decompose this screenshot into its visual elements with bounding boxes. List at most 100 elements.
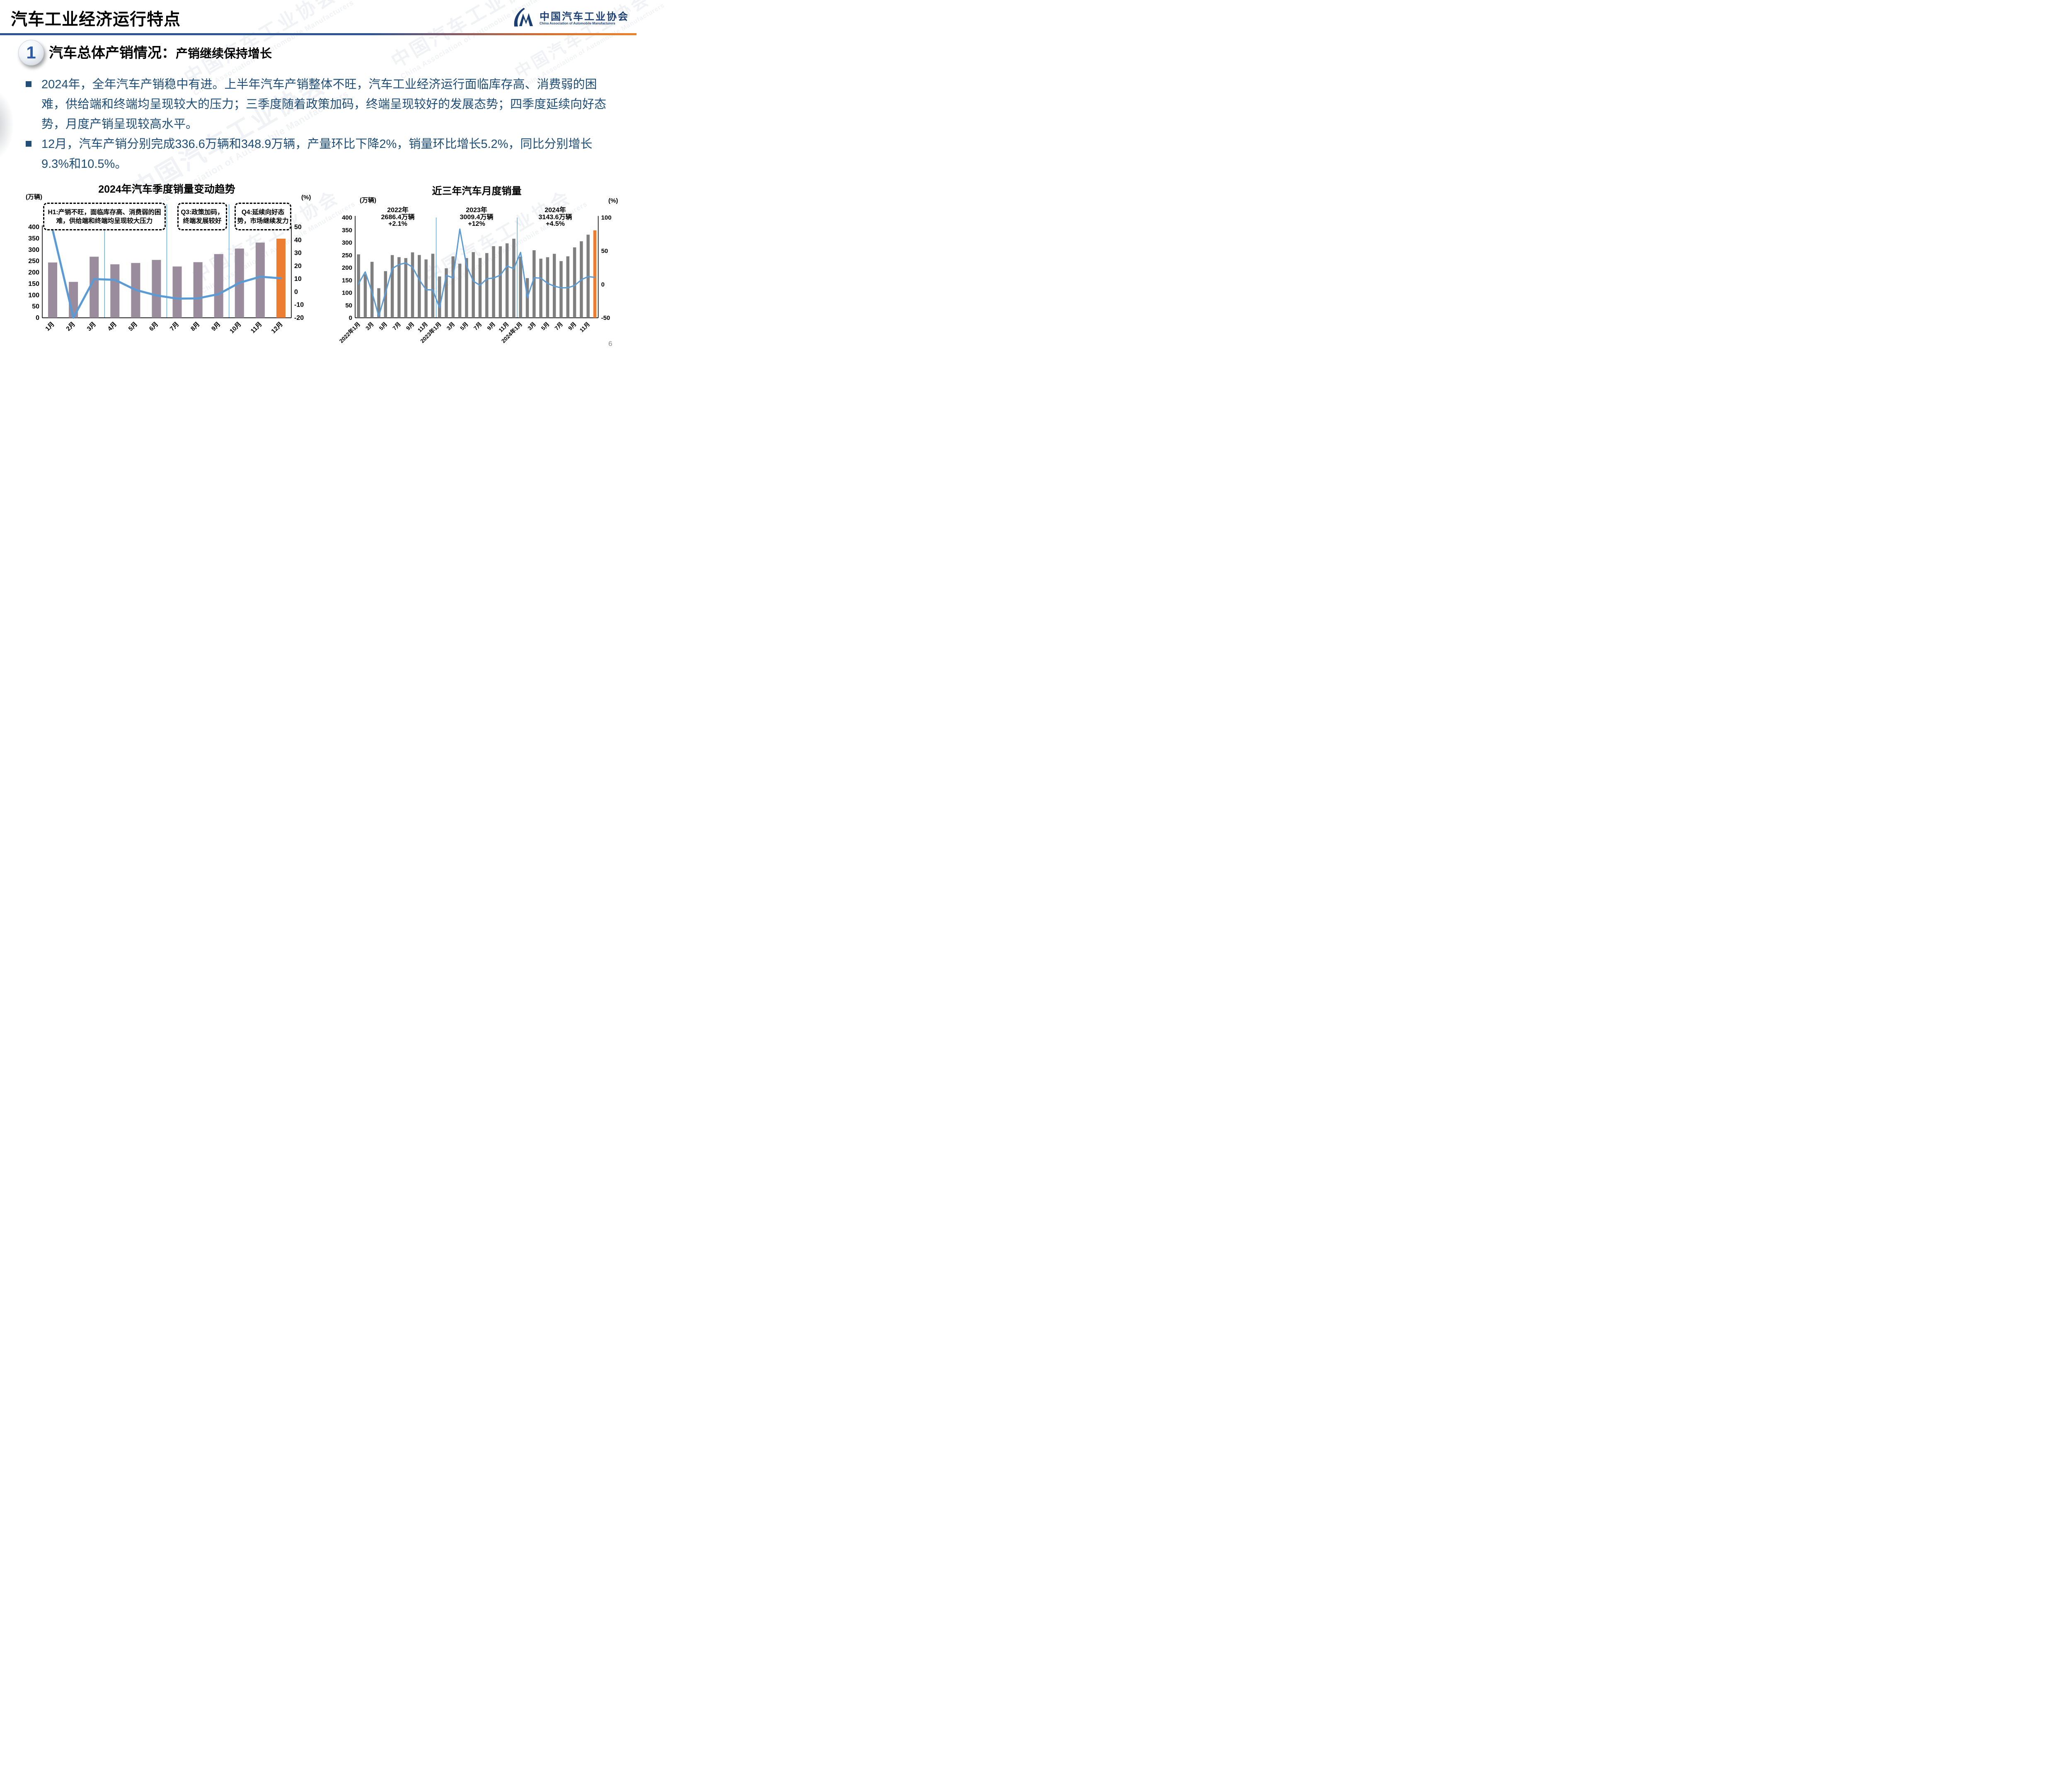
year-summary-2023: 2023年 3009.4万辆 +12%: [460, 207, 494, 227]
section-subtitle: 产销继续保持增长: [176, 47, 272, 60]
bar-月度销量: [478, 258, 482, 318]
y-tick-label-right: 50: [601, 248, 608, 255]
y-tick-label-left: 50: [345, 302, 352, 309]
bar-月度销量: [397, 257, 401, 318]
y-tick-label-left: 300: [28, 247, 39, 254]
bar-月度销量: [533, 250, 536, 318]
y-tick-label-left: 250: [342, 252, 352, 259]
right-chart-title: 近三年汽车月度销量: [432, 186, 522, 197]
x-tick-label: 3月: [86, 321, 98, 333]
summary-bullets: 2024年，全年汽车产销稳中有进。上半年汽车产销整体不旺，汽车工业经济运行面临库…: [26, 75, 618, 174]
annotation-h1-box: H1:产销不旺，面临库存高、消费弱的困难，供给端和终端均呈现较大压力: [43, 203, 166, 230]
line-同比增速: [51, 229, 282, 319]
x-tick-label: 10月: [228, 321, 242, 335]
bar-月度销量: [539, 259, 542, 318]
y-tick-label-left: 0: [36, 314, 39, 322]
x-tick-label: 9月: [486, 321, 496, 331]
bar-月度销量: [357, 254, 360, 318]
section-number-badge: 1: [18, 40, 44, 65]
y-tick-label-right: 20: [294, 263, 302, 270]
x-tick-label: 3月: [445, 321, 456, 331]
bar-月度销量: [593, 230, 597, 318]
bar-月度销量: [546, 257, 549, 318]
bar-月度销量: [418, 255, 421, 318]
bar-月度销量: [499, 246, 502, 318]
bar-月度销量: [193, 262, 203, 318]
bar-月度销量: [458, 264, 462, 318]
page-number: 6: [608, 340, 612, 348]
x-tick-label: 4月: [107, 321, 119, 333]
x-tick-label: 11月: [579, 321, 591, 334]
bullet-text: 12月，汽车产销分别完成336.6万辆和348.9万辆，产量环比下降2%，销量环…: [41, 138, 593, 171]
bar-月度销量: [411, 252, 414, 318]
bar-月度销量: [492, 246, 495, 318]
x-tick-label: 1月: [44, 321, 56, 333]
y-tick-label-right: 50: [294, 224, 302, 231]
annotation-q4-box: Q4:延续向好态势，市场继续发力: [235, 203, 291, 230]
bar-月度销量: [214, 254, 223, 318]
page-title: 汽车工业经济运行特点: [11, 10, 181, 29]
y-tick-label-right: 40: [294, 237, 302, 244]
bar-月度销量: [431, 254, 435, 318]
section-heading: 汽车总体产销情况：产销继续保持增长: [49, 41, 272, 62]
bar-月度销量: [255, 242, 265, 318]
bar-月度销量: [90, 256, 99, 318]
bar-月度销量: [48, 262, 58, 318]
bar-月度销量: [465, 258, 468, 318]
y-tick-label-left: 350: [342, 227, 352, 234]
logo-org-name-cn: 中国汽车工业协会: [540, 11, 629, 22]
bar-月度销量: [451, 256, 455, 318]
y-tick-label-left: 50: [32, 303, 39, 310]
caam-logo: 中国汽车工业协会 China Association of Automobile…: [511, 7, 632, 28]
y-tick-label-left: 100: [342, 290, 352, 297]
y-tick-label-left: 400: [342, 214, 352, 221]
x-tick-label: 2月: [65, 321, 77, 333]
right-chart-monthly-sales: 0 50 100 150 200 250 300 350 400 -50 0 50 100 2022年1月…: [338, 214, 611, 344]
y-tick-label-left: 0: [349, 314, 352, 322]
y-tick-label-left: 100: [28, 292, 39, 299]
bar-月度销量: [485, 253, 489, 318]
y-tick-label-left: 300: [342, 239, 352, 247]
caam-logo-icon: [514, 7, 533, 27]
bar-月度销量: [377, 288, 380, 318]
bar-月度销量: [505, 243, 509, 318]
y-tick-label-left: 350: [28, 235, 39, 242]
x-tick-label: 5月: [459, 321, 470, 331]
section-title: 汽车总体产销情况：: [49, 45, 176, 61]
bar-月度销量: [559, 261, 563, 318]
x-tick-label: 7月: [392, 321, 402, 331]
x-tick-label: 9月: [210, 321, 222, 333]
x-tick-label: 11月: [249, 321, 264, 335]
left-chart-quarterly-sales: 0 50 100 150 200 250 300 350 400 -20 -10 0 10 20 30 40 5…: [28, 204, 304, 335]
x-tick-label: 7月: [169, 321, 181, 333]
y-tick-label-left: 250: [28, 258, 39, 265]
x-tick-label: 8月: [189, 321, 201, 333]
right-chart-unit-left: (万辆): [360, 197, 376, 204]
left-chart-unit-left: (万辆): [26, 194, 42, 201]
x-tick-label: 5月: [378, 321, 388, 331]
y-tick-label-right: 10: [294, 276, 302, 283]
bar-月度销量: [566, 256, 570, 318]
y-tick-label-left: 150: [28, 281, 39, 288]
x-tick-label: 3月: [364, 321, 375, 331]
watermark-swoosh: [0, 75, 42, 186]
bar-月度销量: [573, 247, 576, 318]
y-tick-label-left: 150: [342, 277, 352, 284]
y-tick-label-right: -20: [294, 314, 304, 322]
bullet-marker: [26, 81, 31, 87]
bar-月度销量: [512, 239, 516, 318]
bullet-item: 12月，汽车产销分别完成336.6万辆和348.9万辆，产量环比下降2%，销量环…: [26, 134, 618, 174]
bar-月度销量: [172, 266, 182, 318]
right-chart-unit-right: (%): [608, 197, 618, 204]
x-tick-label: 5月: [127, 321, 139, 333]
bar-月度销量: [472, 252, 475, 318]
x-tick-label: 9月: [405, 321, 415, 331]
y-tick-label-right: 0: [294, 288, 298, 295]
bar-月度销量: [404, 258, 407, 318]
bar-月度销量: [363, 274, 367, 318]
annotation-q3-box: Q3:政策加码，终端发展较好: [177, 203, 227, 230]
y-tick-label-right: 0: [601, 281, 605, 288]
x-tick-label: 6月: [148, 321, 160, 333]
year-summary-2022: 2022年 2686.4万辆 +2.1%: [381, 207, 415, 227]
bar-月度销量: [438, 276, 441, 318]
